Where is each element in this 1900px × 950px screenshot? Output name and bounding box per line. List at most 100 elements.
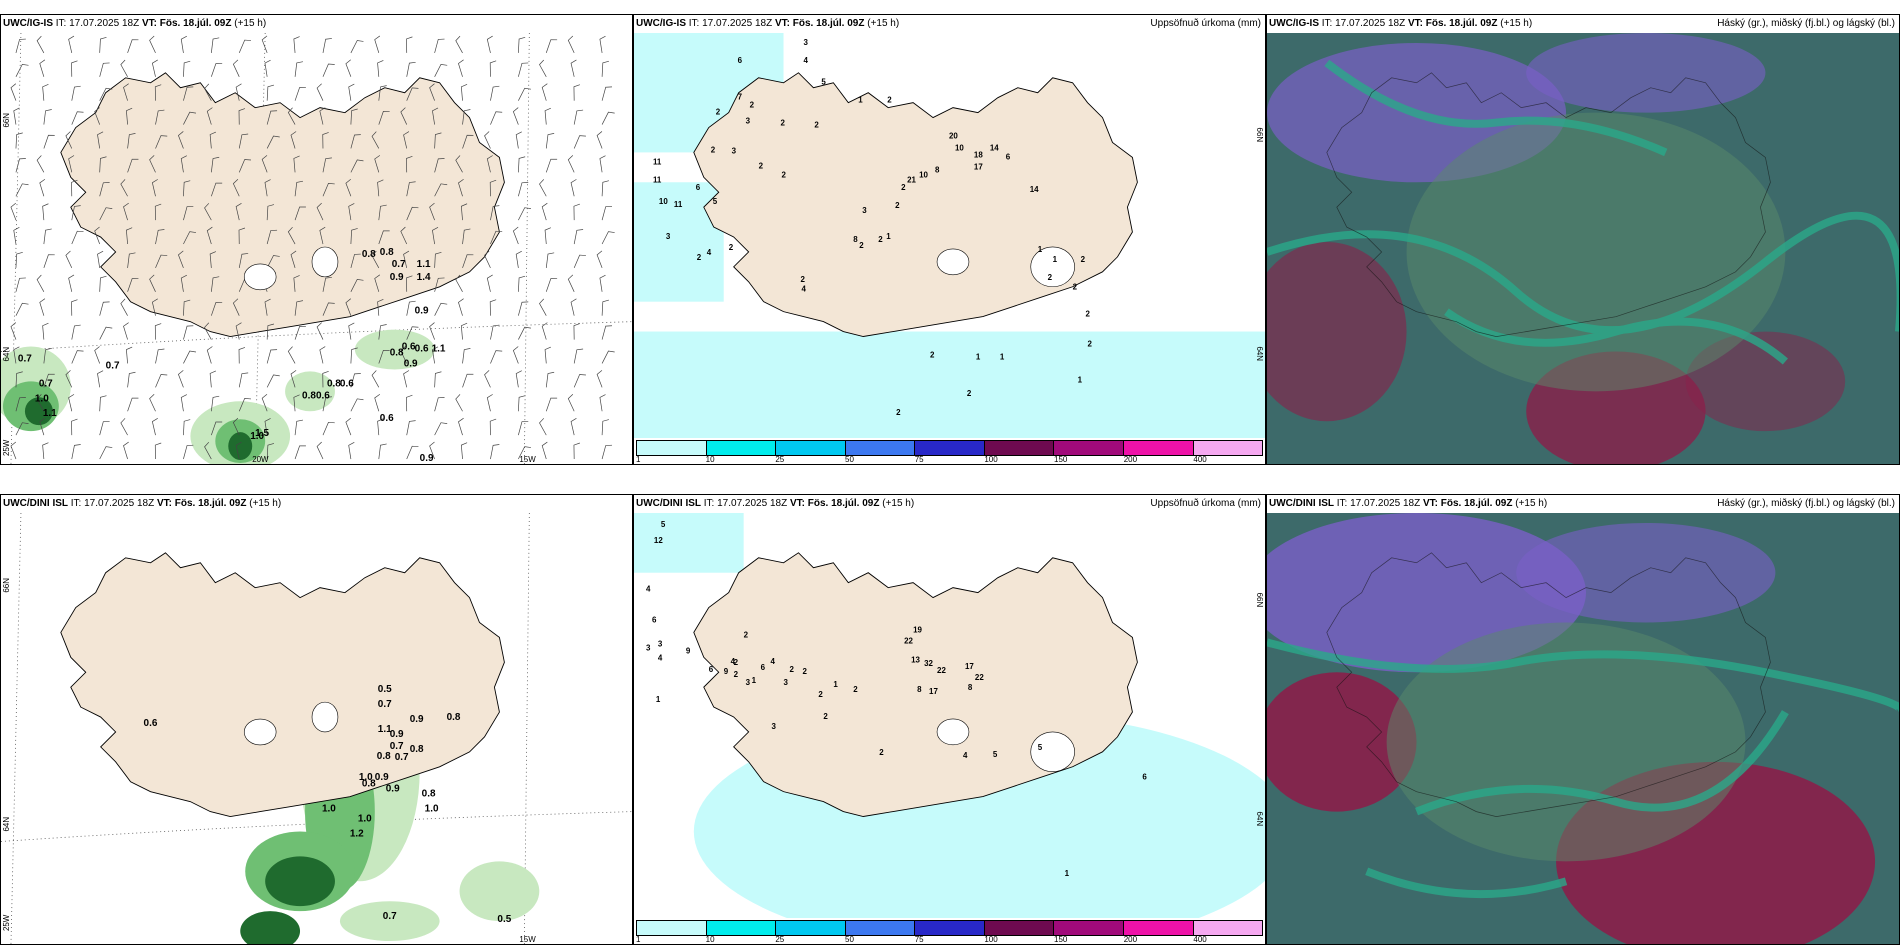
point-value: 5 — [821, 78, 826, 87]
wind-barb — [567, 274, 575, 292]
wind-barb — [371, 131, 380, 149]
wind-barb — [377, 179, 384, 197]
wind-barb — [204, 203, 212, 221]
wind-barb — [183, 86, 194, 101]
wind-barb — [68, 274, 75, 292]
wind-barb — [10, 202, 17, 221]
wind-barb — [518, 62, 529, 77]
wind-barb — [406, 181, 416, 197]
point-value: 2 — [1086, 310, 1091, 319]
wind-barb — [71, 179, 78, 197]
wind-barb — [180, 274, 187, 292]
lat-label-64n: 64N — [2, 347, 11, 362]
wind-barb — [515, 131, 522, 149]
point-value: 0.8 — [302, 390, 316, 401]
wind-barb — [434, 63, 448, 77]
panel-header: UWC/DINI ISL IT: 17.07.2025 18Z VT: Fös.… — [636, 498, 915, 509]
scale-tick: 75 — [914, 455, 924, 464]
wind-barb — [210, 276, 220, 292]
point-value: 0.6 — [415, 344, 429, 355]
wind-barb — [13, 107, 20, 125]
lat-label-64n: 64N — [2, 817, 11, 832]
wind-barb — [97, 250, 104, 268]
point-value: 13 — [911, 655, 920, 664]
lat-label-64n: 64N — [1255, 346, 1264, 361]
wind-barb — [432, 107, 439, 125]
wind-barb — [489, 299, 497, 316]
wind-barb — [378, 230, 390, 245]
scale-tick: 1 — [636, 455, 641, 464]
wind-barb — [434, 422, 448, 436]
wind-barb — [183, 325, 194, 340]
wind-barb — [350, 108, 358, 125]
scale-tick: 50 — [845, 935, 854, 944]
point-value: 2 — [895, 201, 900, 210]
wind-barb — [462, 228, 471, 245]
wind-barb — [319, 107, 326, 125]
wind-barb — [290, 250, 297, 269]
wind-barb — [518, 207, 531, 221]
wind-barb — [374, 274, 381, 292]
wind-barb — [378, 349, 390, 364]
point-value: 1 — [886, 232, 891, 241]
point-value: 4 — [963, 751, 968, 760]
wind-barb — [154, 203, 162, 221]
wind-barb — [406, 275, 413, 292]
wind-barb — [264, 59, 271, 77]
point-value: 0.8 — [422, 789, 436, 800]
wind-barb — [406, 394, 413, 412]
wind-barb — [345, 298, 352, 316]
scale-tick: 100 — [984, 455, 998, 464]
wind-barb — [126, 346, 133, 364]
wind-barb — [266, 349, 278, 364]
wind-barb — [42, 83, 49, 101]
point-value: 3 — [646, 643, 651, 652]
point-value: 4 — [646, 585, 651, 594]
wind-barb — [490, 111, 503, 125]
wind-barb — [350, 159, 364, 173]
wind-barb — [264, 179, 271, 197]
scale-tick: 10 — [705, 455, 715, 464]
wind-barb — [36, 155, 45, 173]
wind-barb — [348, 203, 355, 221]
panel-title: Háský (gr.), miðský (fj.bl.) og lágský (… — [1717, 498, 1895, 509]
point-value: 0.8 — [377, 751, 391, 762]
wind-barb — [36, 394, 45, 412]
scale-swatch — [1123, 441, 1194, 455]
wind-barb — [348, 322, 355, 340]
wind-barb — [127, 278, 139, 292]
panel-bottom-middle: UWC/DINI ISL IT: 17.07.2025 18Z VT: Fös.… — [633, 494, 1266, 945]
wind-barb — [71, 418, 78, 436]
point-value: 6 — [709, 665, 714, 674]
point-value: 6 — [652, 615, 657, 624]
point-value: 6 — [1142, 773, 1147, 782]
panel-top-left: UWC/IG-IS IT: 17.07.2025 18Z VT: Fös. 18… — [0, 14, 633, 465]
point-value: 11 — [653, 175, 662, 184]
wind-barb — [120, 59, 128, 77]
panel-title: Uppsöfnuð úrkoma (mm) — [1150, 18, 1261, 29]
wind-barb — [573, 229, 584, 245]
wind-barb — [15, 302, 29, 316]
wind-barb — [601, 325, 613, 340]
point-value: 2 — [697, 253, 702, 262]
wind-barb — [155, 348, 165, 364]
wind-barb — [149, 35, 156, 54]
scale-swatch — [776, 441, 846, 455]
point-value: 0.7 — [392, 259, 406, 270]
point-value: 1.5 — [255, 428, 269, 439]
wind-barb — [371, 370, 380, 388]
wind-barb — [13, 227, 20, 245]
wind-barb — [266, 110, 278, 125]
panel-header: UWC/IG-IS IT: 17.07.2025 18Z VT: Fös. 18… — [3, 18, 267, 29]
wind-barb — [406, 326, 419, 340]
wind-barb — [322, 63, 335, 77]
point-value: 0.8 — [447, 712, 461, 723]
point-value: 2 — [716, 108, 721, 117]
wind-barb — [429, 322, 435, 340]
lon-label-15w: 15W — [519, 455, 536, 464]
wind-barb — [178, 250, 184, 269]
point-value: 5 — [713, 197, 718, 206]
wind-barb — [266, 255, 280, 269]
point-value: 32 — [924, 659, 933, 668]
wind-barb — [183, 60, 191, 77]
